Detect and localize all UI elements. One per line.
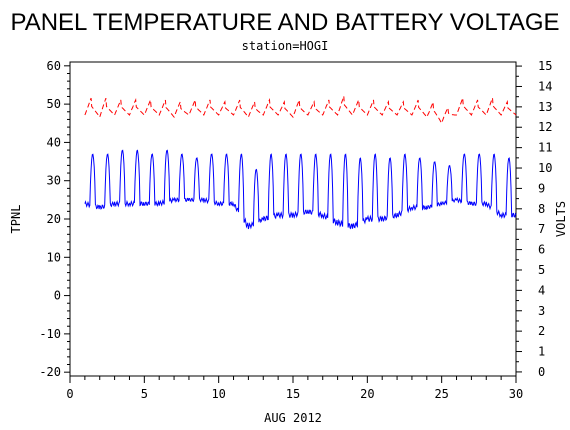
y-right-tick-label: 5 [538,263,545,277]
y-left-tick-label: 10 [47,250,61,264]
x-tick-label: 20 [360,387,374,401]
y-left-tick-label: 0 [54,289,61,303]
y-left-tick-label: 50 [47,97,61,111]
y-right-tick-label: 11 [538,141,552,155]
chart-title: PANEL TEMPERATURE AND BATTERY VOLTAGE [10,9,559,36]
series-line-volts [84,95,517,125]
y-left-tick-label: -10 [39,327,61,341]
x-tick-label: 30 [509,387,523,401]
y-left-tick-label: -20 [39,365,61,379]
y-right-tick-label: 3 [538,304,545,318]
y-right-tick-label: 2 [538,324,545,338]
y-left-tick-label: 30 [47,174,61,188]
x-tick-label: 10 [211,387,225,401]
y-right-tick-label: 13 [538,100,552,114]
y-right-tick-label: 14 [538,79,552,93]
y-right-tick-label: 1 [538,345,545,359]
y-right-tick-label: 7 [538,222,545,236]
y-right-tick-label: 15 [538,59,552,73]
y-right-tick-label: 10 [538,161,552,175]
y-left-tick-label: 40 [47,135,61,149]
x-tick-label: 25 [434,387,448,401]
y-axis-right-label: VOLTS [554,201,568,237]
y-left-tick-label: 20 [47,212,61,226]
series-line-tpnl [84,149,517,230]
y-right-tick-label: 8 [538,202,545,216]
plot-frame [69,61,517,377]
x-axis: 0 5 10 15 20 25 30 [66,376,523,401]
y-axis-left-label: TPNL [9,205,23,234]
x-tick-label: 5 [141,387,148,401]
y-right-tick-label: 12 [538,120,552,134]
y-right-tick-label: 4 [538,283,545,297]
x-axis-label: AUG 2012 [264,411,322,425]
x-tick-label: 15 [286,387,300,401]
series-layer [84,95,517,230]
y-right-tick-label: 6 [538,243,545,257]
y-right-tick-label: 9 [538,181,545,195]
y-left-tick-label: 60 [47,59,61,73]
y-right-tick-label: 0 [538,365,545,379]
chart-subtitle: station=HOGI [242,39,329,53]
y-axis-left: -20 -10 0 10 20 30 40 50 60 [39,59,70,379]
x-tick-label: 0 [66,387,73,401]
